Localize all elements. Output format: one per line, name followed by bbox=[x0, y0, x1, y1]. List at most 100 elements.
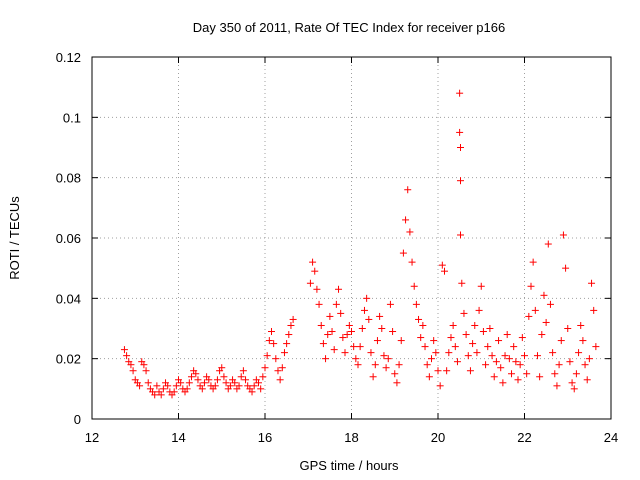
data-point bbox=[434, 367, 442, 375]
data-point bbox=[549, 349, 557, 357]
data-point bbox=[540, 291, 548, 299]
data-point bbox=[440, 267, 448, 275]
data-point bbox=[194, 376, 202, 384]
data-point bbox=[250, 382, 258, 390]
data-point bbox=[280, 349, 288, 357]
data-point bbox=[341, 349, 349, 357]
data-point bbox=[395, 361, 403, 369]
x-tick-label: 16 bbox=[258, 430, 272, 445]
data-point bbox=[428, 355, 436, 363]
y-tick-label: 0.08 bbox=[56, 171, 81, 186]
data-point bbox=[397, 337, 405, 345]
data-point bbox=[237, 373, 245, 381]
data-point bbox=[183, 385, 191, 393]
data-point bbox=[363, 294, 371, 302]
data-point bbox=[438, 261, 446, 269]
data-point bbox=[198, 385, 206, 393]
data-point bbox=[172, 382, 180, 390]
data-point bbox=[544, 240, 552, 248]
data-point bbox=[399, 249, 407, 257]
data-point bbox=[456, 89, 464, 97]
y-tick-label: 0.02 bbox=[56, 352, 81, 367]
data-point bbox=[412, 300, 420, 308]
data-point bbox=[523, 370, 531, 378]
data-point bbox=[445, 349, 453, 357]
data-point bbox=[417, 334, 425, 342]
data-point bbox=[220, 373, 228, 381]
data-point bbox=[484, 343, 492, 351]
data-point bbox=[378, 325, 386, 332]
data-point bbox=[486, 325, 494, 332]
data-point bbox=[406, 228, 414, 236]
data-point bbox=[218, 364, 226, 372]
data-point bbox=[443, 367, 451, 375]
data-point bbox=[466, 367, 474, 375]
data-point bbox=[278, 364, 286, 372]
data-point bbox=[430, 337, 438, 345]
data-point bbox=[151, 391, 159, 399]
data-point bbox=[564, 325, 572, 332]
x-tick-label: 14 bbox=[171, 430, 185, 445]
data-point bbox=[525, 312, 533, 320]
data-point bbox=[572, 370, 580, 378]
data-point bbox=[255, 379, 263, 387]
data-point bbox=[492, 358, 500, 366]
data-point bbox=[200, 379, 208, 387]
x-tick-label: 24 bbox=[604, 430, 618, 445]
data-point bbox=[358, 325, 366, 332]
data-point bbox=[521, 352, 528, 360]
data-point bbox=[257, 385, 265, 393]
data-point bbox=[274, 367, 282, 375]
data-point bbox=[287, 321, 295, 329]
data-point bbox=[456, 144, 464, 151]
data-point bbox=[473, 349, 481, 357]
data-point bbox=[205, 376, 213, 384]
data-point bbox=[546, 300, 554, 308]
data-point bbox=[371, 361, 379, 369]
data-point bbox=[432, 349, 440, 357]
y-tick-label: 0.12 bbox=[56, 50, 81, 65]
data-point bbox=[536, 373, 544, 381]
data-point bbox=[373, 337, 381, 345]
data-point bbox=[348, 328, 355, 336]
data-point bbox=[285, 331, 293, 339]
data-point bbox=[311, 267, 319, 275]
data-point bbox=[555, 361, 563, 369]
data-point bbox=[235, 382, 243, 390]
data-point bbox=[590, 306, 598, 314]
data-point bbox=[330, 346, 338, 354]
data-point bbox=[317, 321, 325, 329]
data-point bbox=[512, 358, 520, 366]
x-tick-label: 20 bbox=[431, 430, 445, 445]
data-point bbox=[469, 340, 477, 348]
data-point bbox=[283, 340, 291, 348]
data-point bbox=[328, 328, 336, 336]
data-point bbox=[495, 337, 503, 345]
data-point bbox=[421, 343, 429, 351]
data-point bbox=[585, 355, 593, 363]
y-axis-label: ROTI / TECUs bbox=[7, 196, 22, 280]
data-point bbox=[231, 379, 239, 387]
data-point bbox=[192, 370, 200, 378]
data-point bbox=[365, 315, 373, 323]
data-point bbox=[408, 258, 416, 266]
data-point bbox=[153, 382, 161, 390]
data-point bbox=[319, 340, 327, 348]
data-point bbox=[120, 346, 128, 354]
data-point bbox=[456, 128, 464, 136]
data-point bbox=[436, 382, 444, 390]
data-point bbox=[306, 279, 314, 287]
data-point bbox=[531, 306, 539, 314]
data-point bbox=[352, 355, 360, 363]
data-point bbox=[259, 373, 267, 381]
data-point bbox=[583, 376, 591, 384]
data-point bbox=[337, 309, 345, 317]
data-point bbox=[127, 361, 135, 369]
data-point bbox=[226, 382, 234, 390]
data-point bbox=[242, 376, 250, 384]
data-point bbox=[423, 361, 431, 369]
data-point bbox=[562, 264, 570, 272]
data-point bbox=[447, 334, 455, 342]
data-point bbox=[239, 367, 247, 375]
